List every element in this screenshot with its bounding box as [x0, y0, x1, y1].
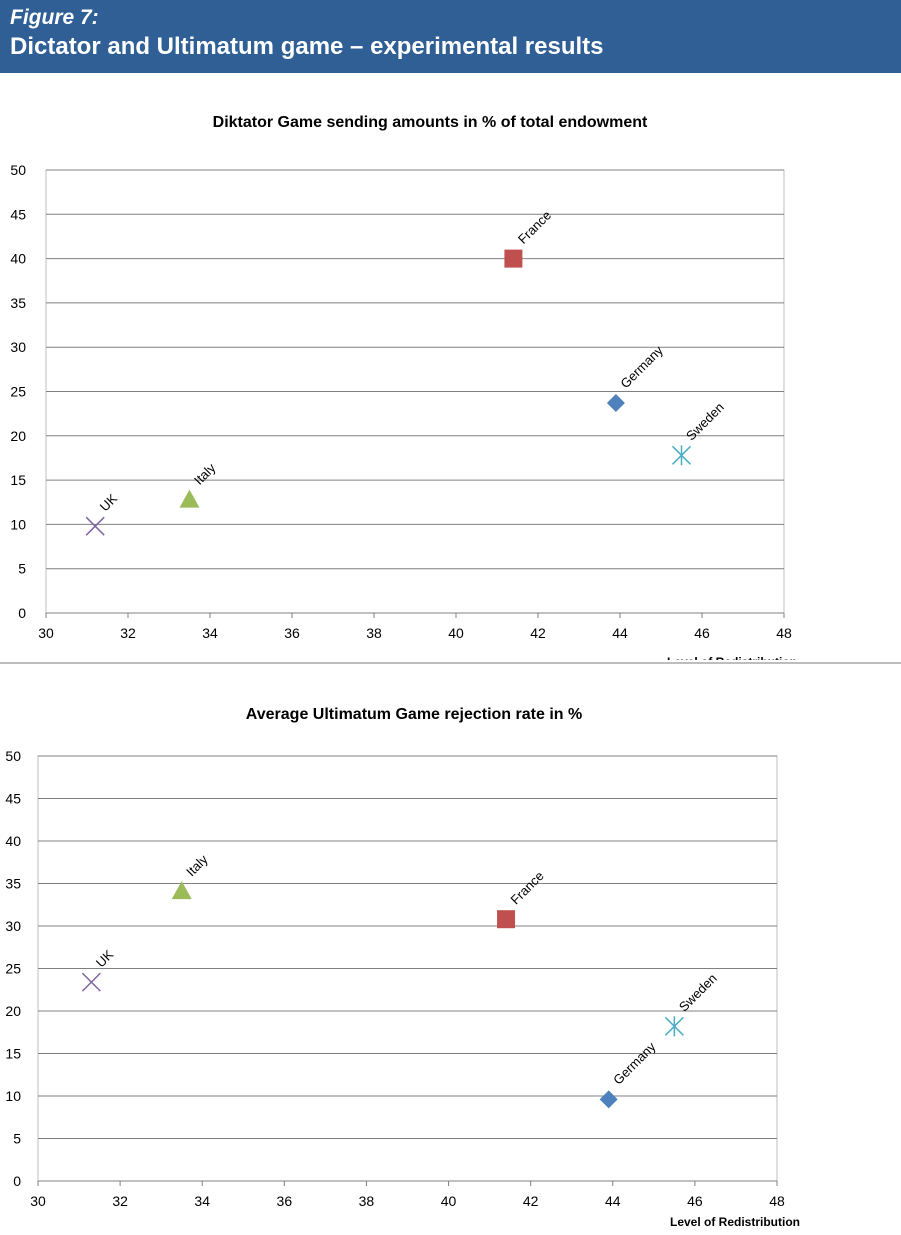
x-tick-label: 34: [202, 625, 218, 641]
x-tick-label: 40: [441, 1193, 457, 1209]
y-tick-label: 5: [13, 1131, 21, 1147]
x-tick-label: 46: [694, 625, 710, 641]
point-label: UK: [97, 491, 121, 515]
y-tick-label: 35: [10, 295, 26, 311]
x-tick-label: 32: [120, 625, 136, 641]
data-point-uk: [85, 516, 105, 536]
x-tick-label: 32: [112, 1193, 128, 1209]
y-tick-label: 10: [10, 516, 26, 532]
ultimatum-game-chart: Average Ultimatum Game rejection rate in…: [5, 706, 800, 1229]
y-tick-label: 0: [13, 1173, 21, 1189]
y-tick-label: 25: [10, 384, 26, 400]
x-tick-label: 34: [194, 1193, 210, 1209]
y-tick-label: 15: [5, 1046, 21, 1062]
y-tick-label: 35: [5, 876, 21, 892]
x-tick-label: 30: [30, 1193, 46, 1209]
marker-x-stroke: [85, 516, 105, 536]
y-tick-label: 50: [5, 748, 21, 764]
point-label: Germany: [610, 1039, 659, 1088]
point-label: UK: [93, 947, 117, 971]
chart-title: Diktator Game sending amounts in % of to…: [213, 114, 648, 131]
marker-square: [504, 249, 523, 268]
data-point-sweden: [671, 445, 692, 466]
point-label: France: [508, 868, 547, 907]
x-tick-label: 30: [38, 625, 54, 641]
x-tick-label: 46: [687, 1193, 703, 1209]
point-label: Sweden: [676, 971, 720, 1015]
y-tick-label: 40: [10, 251, 26, 267]
marker-triangle: [179, 489, 200, 508]
section-divider: [0, 662, 901, 664]
marker-square: [497, 910, 516, 929]
figure-label: Figure 7:: [10, 6, 99, 29]
y-tick-label: 50: [10, 162, 26, 178]
x-tick-label: 38: [359, 1193, 375, 1209]
x-tick-label: 42: [530, 625, 546, 641]
point-label: Germany: [617, 342, 666, 391]
x-tick-label: 42: [523, 1193, 539, 1209]
marker-x-stroke: [81, 972, 101, 992]
data-point-italy: [179, 489, 200, 508]
data-point-italy: [171, 881, 192, 900]
x-axis-label: Level of Redistribution: [667, 655, 797, 660]
y-tick-label: 45: [5, 791, 21, 807]
data-point-germany: [606, 394, 625, 413]
dictator-game-chart: Diktator Game sending amounts in % of to…: [10, 114, 797, 660]
chart-title: Average Ultimatum Game rejection rate in…: [246, 706, 582, 723]
x-tick-label: 36: [284, 625, 300, 641]
y-tick-label: 20: [10, 428, 26, 444]
data-point-uk: [81, 972, 101, 992]
y-tick-label: 25: [5, 961, 21, 977]
y-tick-label: 0: [18, 605, 26, 621]
y-tick-label: 15: [10, 472, 26, 488]
x-tick-label: 40: [448, 625, 464, 641]
point-label: Italy: [183, 851, 211, 879]
marker-diamond: [599, 1090, 618, 1109]
x-tick-label: 48: [776, 625, 792, 641]
y-tick-label: 40: [5, 833, 21, 849]
figure-banner: Figure 7: Dictator and Ultimatum game – …: [0, 0, 901, 73]
data-point-france: [504, 249, 523, 268]
y-tick-label: 10: [5, 1088, 21, 1104]
y-tick-label: 20: [5, 1003, 21, 1019]
y-tick-label: 30: [10, 339, 26, 355]
data-point-france: [497, 910, 516, 929]
x-tick-label: 38: [366, 625, 382, 641]
x-tick-label: 44: [612, 625, 628, 641]
y-tick-label: 30: [5, 918, 21, 934]
marker-diamond: [606, 394, 625, 413]
x-tick-label: 44: [605, 1193, 621, 1209]
x-tick-label: 48: [769, 1193, 785, 1209]
y-tick-label: 45: [10, 206, 26, 222]
y-tick-label: 5: [18, 561, 26, 577]
point-label: France: [515, 207, 554, 246]
point-label: Italy: [191, 460, 219, 488]
figure-title: Dictator and Ultimatum game – experiment…: [10, 33, 604, 60]
x-axis-label: Level of Redistribution: [670, 1215, 800, 1229]
marker-triangle: [171, 881, 192, 900]
data-point-sweden: [664, 1016, 684, 1037]
data-point-germany: [599, 1090, 618, 1109]
point-label: Sweden: [683, 400, 727, 444]
x-tick-label: 36: [277, 1193, 293, 1209]
